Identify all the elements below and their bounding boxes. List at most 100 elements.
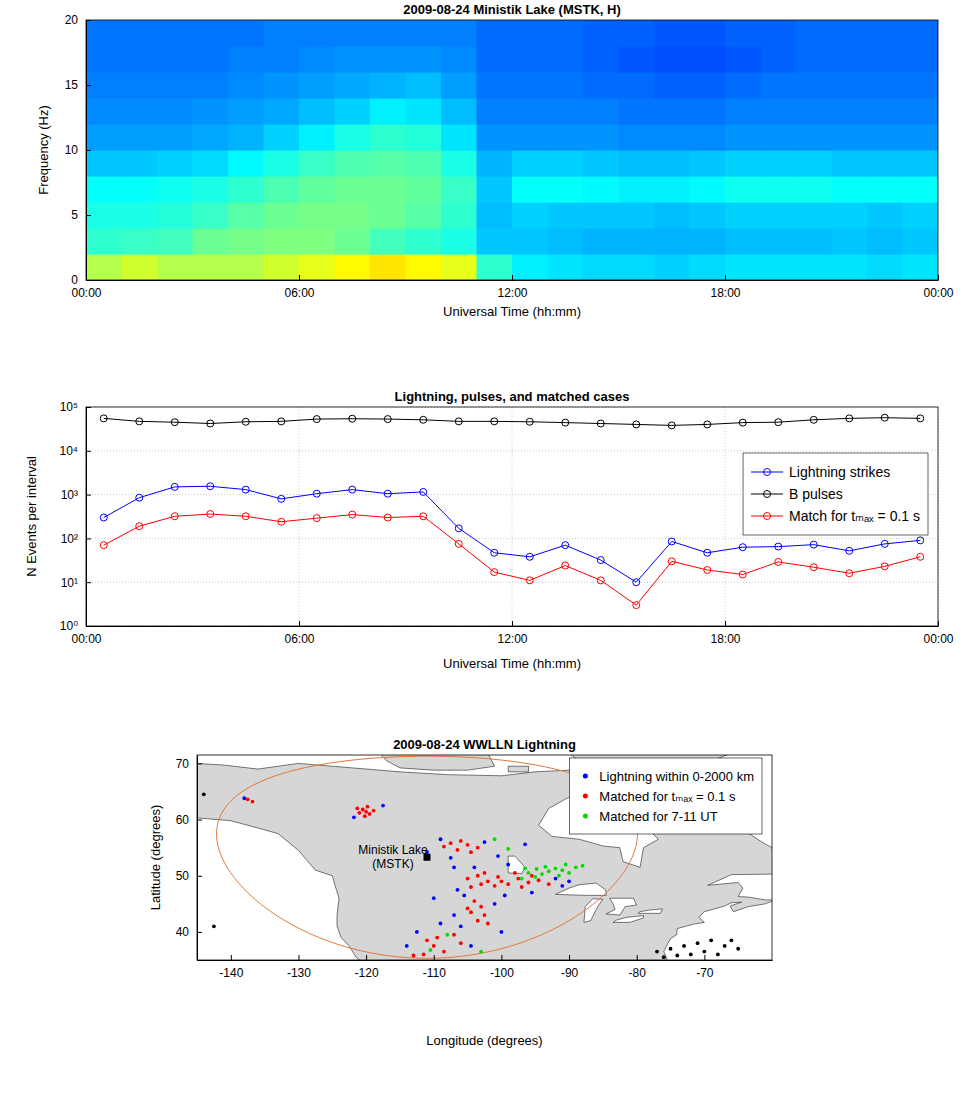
- heatmap-cell: [512, 98, 548, 125]
- x-tick-label: -140: [219, 966, 243, 980]
- heatmap-cell: [86, 254, 122, 280]
- series-marker: [242, 513, 249, 520]
- heatmap-cell: [122, 20, 158, 47]
- heatmap-cell: [690, 176, 726, 203]
- lake: [613, 916, 643, 923]
- legend-marker: [583, 814, 588, 819]
- grid-line-x: [512, 407, 513, 626]
- y-tick-label: 15: [65, 78, 79, 92]
- heatmap-cell: [761, 72, 797, 99]
- series-marker: [349, 415, 356, 422]
- heatmap-cell: [619, 176, 655, 203]
- heatmap-cell: [370, 254, 406, 280]
- x-tick-mark: [512, 621, 513, 626]
- heatmap-cell: [299, 176, 335, 203]
- lightning-point: [730, 938, 734, 942]
- heatmap-cell: [86, 228, 122, 255]
- lightning-point: [368, 812, 372, 816]
- lake: [508, 856, 525, 873]
- heatmap-cell: [583, 254, 619, 280]
- heatmap-cell: [867, 46, 903, 73]
- heatmap-cell: [441, 20, 477, 47]
- series-marker: [739, 544, 746, 551]
- heatmap-cell: [903, 202, 939, 229]
- series-marker: [313, 515, 320, 522]
- heatmap-cell: [690, 228, 726, 255]
- lightning-point: [415, 930, 419, 934]
- heatmap-cell: [157, 124, 193, 151]
- lightning-point: [533, 875, 537, 879]
- heatmap-cell: [86, 72, 122, 99]
- lightning-point: [535, 867, 539, 871]
- lightning-point: [412, 954, 416, 958]
- legend-entry: Match for tₘₐₓ = 0.1 s: [751, 508, 920, 524]
- legend-label: Lightning strikes: [789, 464, 890, 480]
- lightning-point: [452, 913, 456, 917]
- x-tick: 12:00: [497, 621, 527, 646]
- heatmap-cell: [228, 150, 264, 177]
- heatmap-cell: [157, 72, 193, 99]
- series-marker: [384, 416, 391, 423]
- lightning-point: [355, 806, 359, 810]
- y-tick: 50: [176, 869, 202, 883]
- y-tick: 10²: [61, 532, 91, 546]
- series-marker: [704, 421, 711, 428]
- y-axis: 40506070: [176, 756, 202, 961]
- series-marker: [917, 537, 924, 544]
- heatmap-cell: [690, 202, 726, 229]
- heatmap-cell: [477, 98, 513, 125]
- heatmap-cell: [264, 46, 300, 73]
- legend-swatch: [751, 472, 783, 473]
- chart-title: 2009-08-24 Ministik Lake (MSTK, H): [403, 2, 620, 17]
- lightning-point: [506, 847, 510, 851]
- lightning-point: [530, 874, 534, 878]
- x-tick-label: -130: [287, 966, 311, 980]
- x-tick-mark: [725, 621, 726, 626]
- heatmap-cell: [441, 72, 477, 99]
- series-marker: [100, 415, 107, 422]
- heatmap-cell: [725, 202, 761, 229]
- series-marker: [775, 419, 782, 426]
- series-marker: [136, 418, 143, 425]
- heatmap-cell: [512, 228, 548, 255]
- y-tick: 60: [176, 813, 202, 827]
- heatmap-cell: [903, 124, 939, 151]
- heatmap-cell: [548, 20, 584, 47]
- heatmap-cell: [406, 254, 442, 280]
- series-marker: [455, 418, 462, 425]
- y-tick-mark: [86, 150, 91, 151]
- heatmap-cell: [228, 176, 264, 203]
- series-marker: [349, 486, 356, 493]
- lightning-point: [496, 854, 500, 858]
- lightning-point: [513, 871, 517, 875]
- y-tick: 10³: [61, 488, 91, 502]
- x-tick: 12:00: [497, 275, 527, 300]
- lightning-point: [472, 899, 476, 903]
- heatmap-cell: [690, 124, 726, 151]
- heatmap-cell: [264, 254, 300, 280]
- lightning-point: [422, 952, 426, 956]
- lightning-point: [459, 924, 463, 928]
- series-marker: [313, 490, 320, 497]
- x-axis-title: Universal Time (hh:mm): [443, 304, 581, 319]
- heatmap-cell: [548, 202, 584, 229]
- lightning-point: [381, 804, 385, 808]
- heatmap-cell: [832, 98, 868, 125]
- heatmap-cell: [796, 72, 832, 99]
- series-marker: [526, 418, 533, 425]
- heatmap-cell: [619, 72, 655, 99]
- series-marker: [420, 416, 427, 423]
- heatmap-cell: [370, 202, 406, 229]
- heatmap-cell: [86, 124, 122, 151]
- heatmap-cell: [867, 254, 903, 280]
- lake: [606, 898, 636, 915]
- heatmap-cell: [832, 72, 868, 99]
- heatmap-cell: [832, 254, 868, 280]
- lightning-point: [655, 950, 659, 954]
- series-marker: [810, 541, 817, 548]
- legend-label: Lightning within 0-2000 km: [599, 769, 754, 784]
- series-marker: [562, 542, 569, 549]
- heatmap-cell: [228, 46, 264, 73]
- heatmap-cell: [867, 98, 903, 125]
- heatmap-cell: [690, 98, 726, 125]
